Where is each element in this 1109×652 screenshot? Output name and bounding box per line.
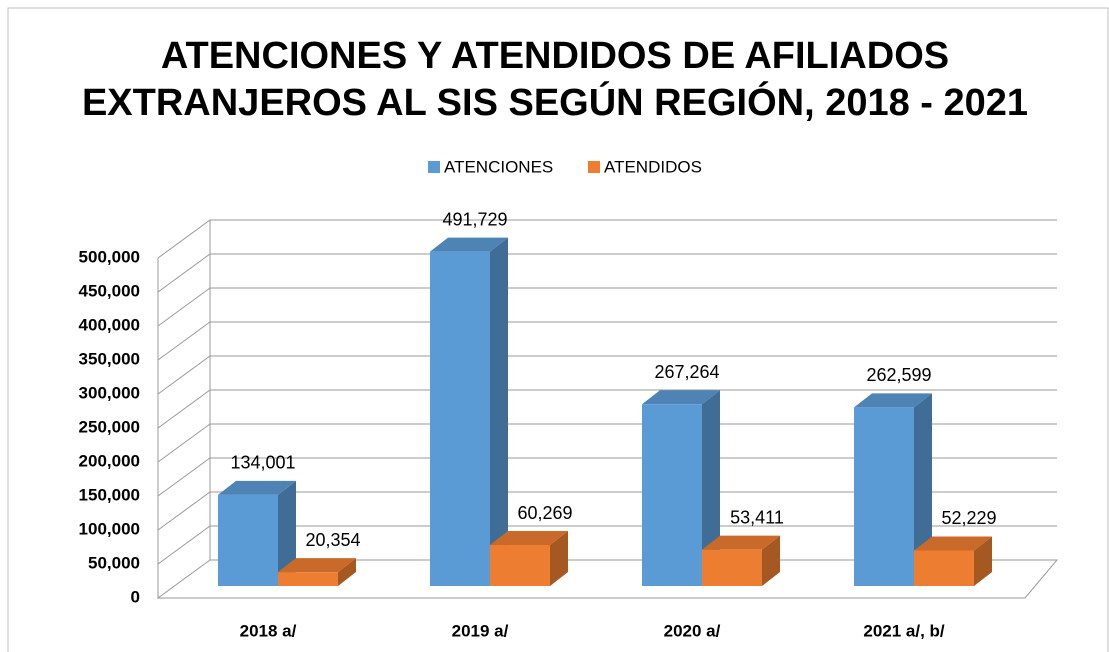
bar-top — [914, 536, 992, 551]
x-tick-label: 2020 a/ — [664, 621, 721, 640]
bar-side — [278, 480, 296, 586]
grid-line — [157, 253, 1057, 293]
legend-swatch — [428, 161, 440, 173]
grid-line — [157, 219, 1057, 259]
x-tick-label: 2018 a/ — [240, 621, 297, 640]
grid-line — [157, 287, 1057, 327]
chart-title: EXTRANJEROS AL SIS SEGÚN REGIÓN, 2018 - … — [82, 80, 1028, 124]
bar — [218, 494, 278, 586]
bar-side — [914, 393, 932, 586]
bar — [430, 251, 490, 587]
y-tick-label: 500,000 — [79, 247, 140, 266]
y-tick-label: 400,000 — [79, 315, 140, 334]
bar-top — [490, 531, 568, 546]
data-label: 60,269 — [517, 503, 572, 523]
grid-line — [157, 457, 1057, 497]
legend-label: ATENDIDOS — [604, 157, 702, 176]
bar-top — [278, 558, 356, 573]
bar-side — [550, 531, 568, 586]
legend-swatch — [588, 161, 600, 173]
y-tick-label: 0 — [131, 587, 140, 606]
bar-side — [702, 390, 720, 586]
bar-side — [974, 536, 992, 586]
bar — [702, 549, 762, 586]
grid-line — [157, 423, 1057, 463]
grid-line — [157, 491, 1057, 531]
y-tick-label: 100,000 — [79, 519, 140, 538]
bar-side — [490, 237, 508, 587]
data-label: 267,264 — [654, 362, 719, 382]
data-label: 52,229 — [941, 508, 996, 528]
bar — [278, 572, 338, 586]
bar — [854, 407, 914, 586]
grid-line — [157, 389, 1057, 429]
grid-line — [157, 355, 1057, 395]
data-label: 20,354 — [305, 530, 360, 550]
floor — [156, 559, 1059, 599]
chart-title: ATENCIONES Y ATENDIDOS DE AFILIADOS — [161, 35, 949, 77]
bar-top — [702, 535, 780, 550]
y-tick-label: 150,000 — [79, 485, 140, 504]
bar-top — [854, 393, 932, 408]
data-label: 53,411 — [730, 507, 784, 527]
bar — [642, 404, 702, 586]
data-label: 491,729 — [442, 209, 507, 229]
y-tick-label: 200,000 — [79, 451, 140, 470]
legend-label: ATENCIONES — [444, 157, 553, 176]
bar-top — [218, 480, 296, 495]
bar — [490, 545, 550, 586]
y-tick-label: 350,000 — [79, 349, 140, 368]
y-tick-label: 50,000 — [88, 553, 140, 572]
data-label: 262,599 — [866, 365, 931, 385]
y-tick-label: 300,000 — [79, 383, 140, 402]
x-tick-label: 2019 a/ — [452, 621, 509, 640]
bar-top — [430, 237, 508, 252]
x-tick-label: 2021 a/, b/ — [863, 621, 945, 640]
bar — [914, 550, 974, 586]
data-label: 134,001 — [230, 453, 295, 473]
bar-side — [762, 535, 780, 586]
grid-line — [157, 525, 1057, 565]
y-tick-label: 250,000 — [79, 417, 140, 436]
grid-line — [157, 321, 1057, 361]
bar-top — [642, 390, 720, 405]
y-tick-label: 450,000 — [79, 281, 140, 300]
bar-side — [338, 558, 356, 586]
